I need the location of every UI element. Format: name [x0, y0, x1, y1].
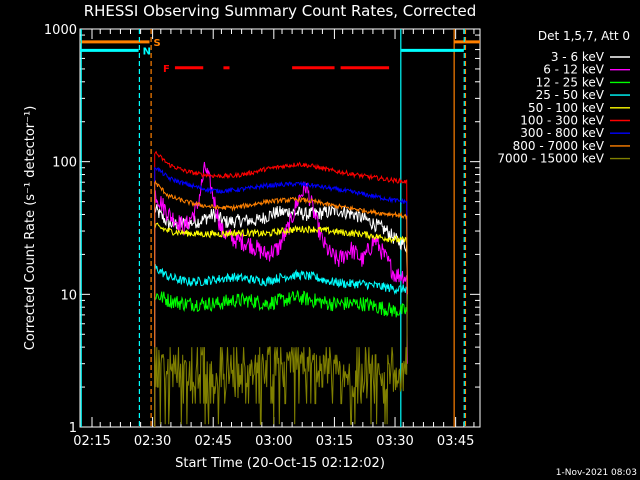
y-tick-label: 1000	[44, 23, 77, 38]
series-line-50-100-kev	[154, 222, 408, 427]
plot-frame	[79, 28, 481, 428]
legend-label: 6 - 12 keV	[543, 63, 605, 77]
legend-header: Det 1,5,7, Att 0	[538, 29, 630, 43]
x-tick-label: 03:00	[255, 434, 292, 449]
y-axis-label: Corrected Count Rate (s⁻¹ detector⁻¹)	[23, 106, 38, 351]
flag-attenuator-label: S	[153, 38, 160, 49]
series-line-100-300-kev	[154, 150, 408, 427]
legend-label: 12 - 25 keV	[536, 75, 605, 89]
x-tick-label: 03:30	[376, 434, 413, 449]
y-tick-label: 10	[60, 288, 77, 303]
x-tick-label: 03:45	[437, 434, 474, 449]
x-tick-label: 02:45	[194, 434, 231, 449]
flag-flare-label: F	[163, 64, 170, 75]
chart-title: RHESSI Observing Summary Count Rates, Co…	[84, 2, 477, 20]
legend-label: 50 - 100 keV	[528, 101, 605, 115]
series-line-300-800-kev	[154, 166, 408, 427]
legend-label: 300 - 800 keV	[520, 126, 604, 140]
x-axis-label: Start Time (20-Oct-15 02:12:02)	[175, 456, 385, 471]
timestamp: 1-Nov-2021 08:03	[556, 468, 637, 478]
series-line-800-7000-kev	[154, 179, 408, 427]
flag-night-label: N	[143, 46, 151, 57]
axes: 1 10 100 1000 02:15 02:30 02:45 03:00 03:15 03:30…	[44, 23, 480, 449]
legend-label: 7000 - 15000 keV	[497, 152, 604, 166]
legend-label: 100 - 300 keV	[520, 114, 604, 128]
x-tick-label: 03:15	[316, 434, 353, 449]
x-tick-label: 02:30	[134, 434, 171, 449]
series-line-25-50-kev	[154, 264, 408, 427]
legend-label: 800 - 7000 keV	[513, 139, 605, 153]
plot-area: SN F	[80, 29, 480, 427]
series-line-12-25-kev	[154, 290, 408, 427]
series-line-7000-15000-kev	[154, 294, 408, 427]
legend-label: 3 - 6 keV	[551, 50, 605, 64]
legend-label: 25 - 50 keV	[536, 88, 605, 102]
y-tick-label: 1	[69, 421, 77, 436]
x-tick-label: 02:15	[73, 434, 110, 449]
y-tick-label: 100	[52, 156, 77, 171]
series-line-3-6-kev	[154, 204, 408, 427]
